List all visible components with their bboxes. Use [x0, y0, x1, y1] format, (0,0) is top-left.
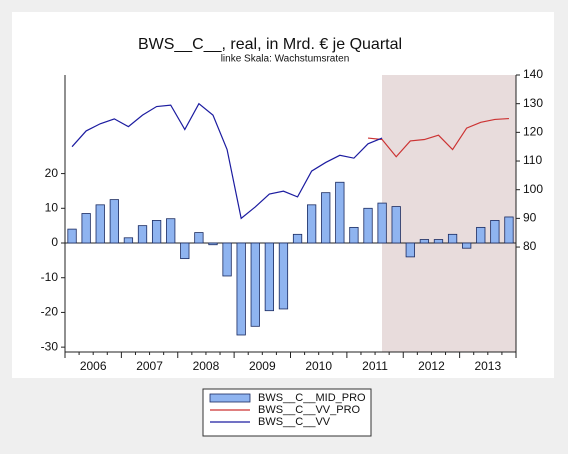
- x-tick-label: 2007: [136, 359, 163, 373]
- bar: [307, 204, 317, 244]
- bar: [490, 220, 500, 244]
- bar: [363, 207, 373, 244]
- y2-tick-label: 120: [523, 125, 543, 139]
- bar: [292, 233, 303, 244]
- bar: [95, 204, 105, 244]
- y2-tick-label: 80: [523, 239, 537, 253]
- bar: [81, 213, 91, 244]
- legend-swatch: [209, 393, 251, 403]
- bar: [504, 216, 514, 244]
- bar: [462, 242, 472, 249]
- bar: [476, 226, 486, 244]
- bar: [180, 242, 190, 260]
- bar: [222, 242, 232, 277]
- line: [367, 117, 509, 158]
- y2-tick-label: 90: [523, 211, 537, 225]
- y-tick-label: -10: [41, 270, 59, 284]
- bar: [405, 242, 415, 258]
- chart-title: BWS__C__, real, in Mrd. € je Quartal: [138, 36, 402, 53]
- bar: [236, 242, 246, 336]
- bar: [151, 220, 162, 244]
- x-tick-label: 2009: [249, 359, 276, 373]
- bar: [67, 228, 77, 244]
- bar: [123, 237, 134, 244]
- bar: [377, 202, 387, 244]
- y-tick-label: -30: [41, 339, 59, 353]
- x-tick-label: 2012: [418, 359, 445, 373]
- y-tick-label: 20: [45, 166, 59, 180]
- chart-subtitle: linke Skala: Wachstumsraten: [221, 54, 350, 65]
- bar: [419, 239, 430, 244]
- y2-tick-label: 100: [523, 182, 543, 196]
- bar: [349, 226, 359, 244]
- y2-tick-label: 130: [523, 96, 543, 110]
- line: [71, 102, 383, 220]
- x-tick-label: 2010: [305, 359, 332, 373]
- legend-label: BWS__C__VV: [258, 416, 331, 428]
- legend-label: BWS__C__VV_PRO: [258, 404, 361, 416]
- y2-tick-label: 140: [523, 67, 543, 81]
- bar: [137, 225, 148, 244]
- forecast-shading: [382, 75, 516, 352]
- bar: [447, 233, 458, 244]
- bar: [321, 192, 331, 244]
- bar: [208, 242, 218, 246]
- legend-label: BWS__C__MID_PRO: [258, 392, 366, 404]
- bar: [335, 181, 345, 244]
- bar: [264, 242, 274, 312]
- bar: [109, 199, 119, 244]
- y-tick-label: -20: [41, 305, 59, 319]
- bar: [166, 218, 176, 244]
- bar: [433, 239, 444, 244]
- x-tick-label: 2011: [362, 359, 388, 373]
- y2-tick-label: 110: [523, 153, 542, 167]
- x-tick-label: 2013: [474, 359, 501, 373]
- y-tick-label: 10: [45, 200, 59, 214]
- x-tick-label: 2006: [80, 359, 107, 373]
- x-tick-label: 2008: [193, 359, 220, 373]
- bar: [194, 232, 204, 244]
- bar: [391, 206, 401, 244]
- bar: [250, 242, 260, 327]
- y-tick-label: 0: [51, 235, 58, 249]
- bar: [278, 242, 289, 310]
